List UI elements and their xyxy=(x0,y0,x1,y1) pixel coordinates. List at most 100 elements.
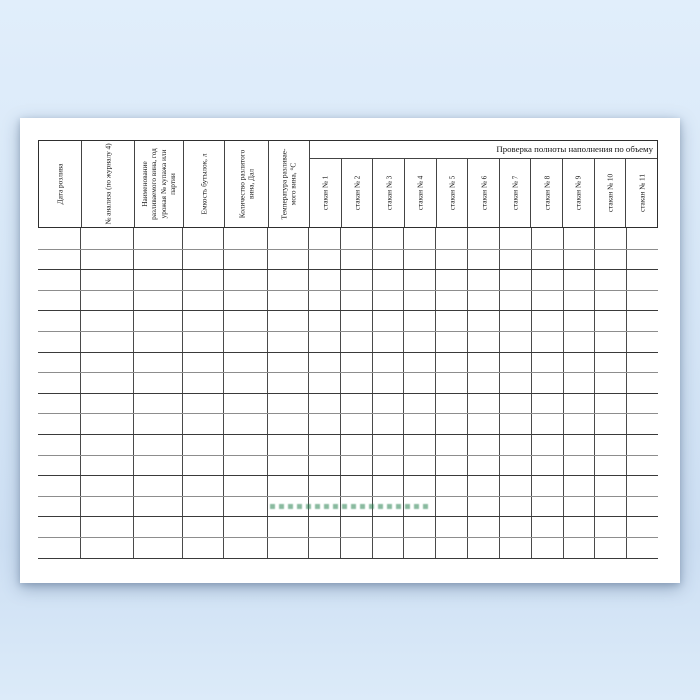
cell-glass-9 xyxy=(562,496,595,517)
cell-glass-9 xyxy=(562,476,595,496)
cell-bottle-capacity xyxy=(182,373,223,393)
cell-glass-8 xyxy=(530,352,563,373)
cell-glass-5 xyxy=(435,434,467,455)
cell-bottle-capacity xyxy=(182,249,223,270)
cell-glass-1 xyxy=(308,496,340,517)
cell-glass-6 xyxy=(467,290,499,311)
cell-glass-1 xyxy=(308,228,340,249)
cell-analysis-number xyxy=(80,455,133,476)
cell-glass-8 xyxy=(530,434,563,455)
cell-glass-11 xyxy=(626,331,658,352)
cell-glass-6 xyxy=(467,311,499,331)
cell-glass-5 xyxy=(435,331,467,352)
cell-glass-4 xyxy=(403,228,435,249)
cell-bottle-capacity xyxy=(182,434,223,455)
cell-glass-6 xyxy=(467,249,499,270)
cell-analysis-number xyxy=(80,228,133,249)
cell-glass-10 xyxy=(594,331,626,352)
col-header-glass-3-label: стакан № 3 xyxy=(383,175,393,211)
cell-glass-7 xyxy=(498,455,531,476)
bottling-log-table: Дата розлива № анализа (по журналу 4) На… xyxy=(38,140,658,559)
cell-glass-8 xyxy=(530,414,563,434)
cell-glass-1 xyxy=(308,311,340,331)
cell-wine-temperature xyxy=(267,228,308,249)
col-header-glass-1: стакан № 1 xyxy=(310,159,341,227)
cell-glass-9 xyxy=(562,414,595,434)
cell-glass-7 xyxy=(498,228,531,249)
table-row xyxy=(38,516,658,537)
cell-glass-3 xyxy=(371,537,404,558)
cell-bottling-date xyxy=(38,332,80,352)
cell-glass-9 xyxy=(562,455,595,476)
cell-glass-9 xyxy=(562,537,595,558)
cell-glass-4 xyxy=(403,496,435,517)
cell-analysis-number xyxy=(80,537,133,558)
cell-bottle-capacity xyxy=(182,537,223,558)
cell-wine-quantity xyxy=(223,393,267,414)
cell-glass-11 xyxy=(626,455,658,476)
cell-glass-5 xyxy=(435,455,467,476)
cell-glass-2 xyxy=(339,352,372,373)
cell-glass-2 xyxy=(339,476,372,496)
col-header-glass-11: стакан № 11 xyxy=(625,159,657,227)
cell-glass-10 xyxy=(594,393,626,414)
cell-wine-name xyxy=(133,393,182,414)
cell-bottle-capacity xyxy=(182,331,223,352)
cell-glass-4 xyxy=(403,311,435,331)
cell-glass-3 xyxy=(371,393,404,414)
cell-glass-10 xyxy=(594,517,626,537)
cell-analysis-number xyxy=(80,517,133,537)
cell-wine-name xyxy=(133,290,182,311)
cell-glass-8 xyxy=(530,331,563,352)
cell-glass-4 xyxy=(403,434,435,455)
col-header-wine-temperature-label: Температура разливае-мого вина, °С xyxy=(279,148,298,220)
cell-glass-10 xyxy=(594,290,626,311)
cell-bottle-capacity xyxy=(182,393,223,414)
cell-glass-9 xyxy=(562,393,595,414)
table-row xyxy=(38,289,658,311)
cell-glass-6 xyxy=(467,455,499,476)
cell-bottling-date xyxy=(38,476,80,496)
cell-glass-4 xyxy=(403,373,435,393)
cell-glass-7 xyxy=(498,414,531,434)
cell-bottling-date xyxy=(38,538,80,558)
cell-glass-7 xyxy=(498,393,531,414)
cell-wine-temperature xyxy=(267,517,308,537)
table-row xyxy=(38,228,658,249)
cell-glass-1 xyxy=(308,352,340,373)
cell-bottling-date xyxy=(38,497,80,517)
cell-glass-8 xyxy=(530,517,563,537)
cell-wine-quantity xyxy=(223,373,267,393)
cell-wine-name xyxy=(133,249,182,270)
col-header-bottle-capacity: Емкость бутылок, л xyxy=(183,141,224,227)
cell-glass-7 xyxy=(498,496,531,517)
cell-glass-1 xyxy=(308,270,340,290)
cell-bottle-capacity xyxy=(182,311,223,331)
col-header-glass-1-label: стакан № 1 xyxy=(320,175,330,211)
cell-bottling-date xyxy=(38,517,80,537)
cell-wine-name xyxy=(133,434,182,455)
cell-glass-5 xyxy=(435,249,467,270)
cell-glass-6 xyxy=(467,537,499,558)
cell-glass-3 xyxy=(371,476,404,496)
cell-glass-11 xyxy=(626,496,658,517)
cell-glass-8 xyxy=(530,455,563,476)
cell-analysis-number xyxy=(80,414,133,434)
cell-glass-2 xyxy=(339,496,372,517)
col-header-glass-4: стакан № 4 xyxy=(403,159,436,227)
cell-glass-2 xyxy=(339,311,372,331)
cell-glass-10 xyxy=(594,496,626,517)
cell-bottling-date xyxy=(38,250,80,270)
cell-glass-3 xyxy=(371,496,404,517)
cell-wine-temperature xyxy=(267,476,308,496)
cell-glass-1 xyxy=(308,373,340,393)
cell-wine-quantity xyxy=(223,496,267,517)
cell-glass-11 xyxy=(626,228,658,249)
cell-glass-10 xyxy=(594,537,626,558)
cell-wine-temperature xyxy=(267,290,308,311)
cell-wine-temperature xyxy=(267,352,308,373)
cell-glass-6 xyxy=(467,434,499,455)
cell-glass-2 xyxy=(339,373,372,393)
cell-analysis-number xyxy=(80,249,133,270)
col-header-glass-10: стакан № 10 xyxy=(593,159,626,227)
